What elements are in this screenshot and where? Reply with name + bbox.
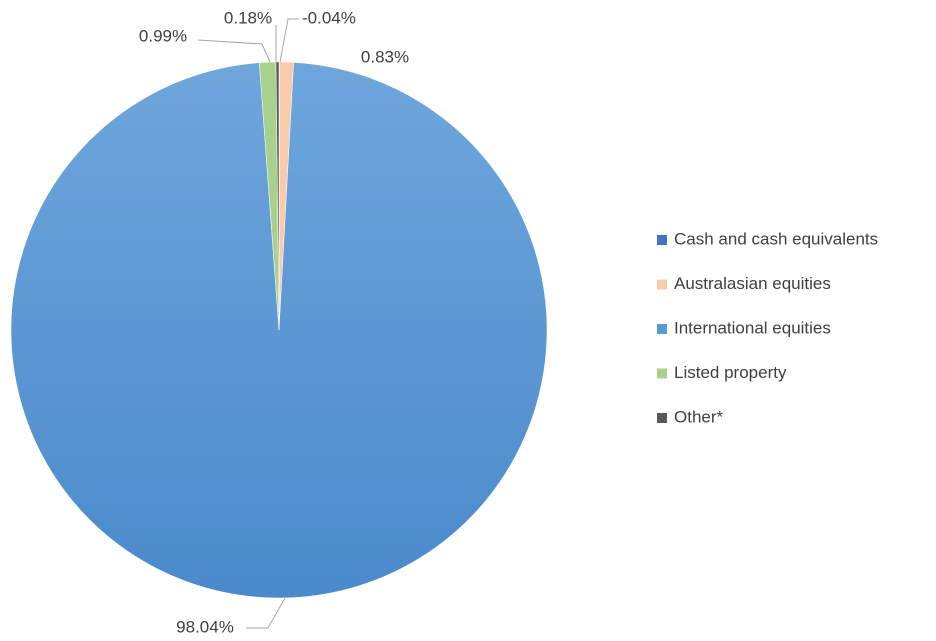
legend-swatch xyxy=(657,324,667,334)
pie-slice xyxy=(275,61,280,331)
leader-line xyxy=(246,597,286,629)
legend-swatch xyxy=(657,279,667,290)
legend-label: Other* xyxy=(674,407,724,426)
data-label: 0.83% xyxy=(361,47,409,66)
data-label: 0.18% xyxy=(224,8,272,27)
leader-line xyxy=(279,18,299,63)
legend-swatch xyxy=(657,235,667,245)
leader-line xyxy=(197,39,271,63)
legend-label: Listed property xyxy=(674,363,787,382)
data-label: 98.04% xyxy=(176,617,234,636)
pie-slice xyxy=(10,62,548,599)
legend-label: Australasian equities xyxy=(674,274,831,293)
legend-label: International equities xyxy=(674,318,831,337)
data-label: 0.99% xyxy=(139,26,187,45)
data-label: -0.04% xyxy=(302,8,356,27)
legend-swatch xyxy=(657,368,667,379)
legend-swatch xyxy=(657,413,667,423)
pie xyxy=(10,61,548,599)
legend-label: Cash and cash equivalents xyxy=(674,229,878,248)
